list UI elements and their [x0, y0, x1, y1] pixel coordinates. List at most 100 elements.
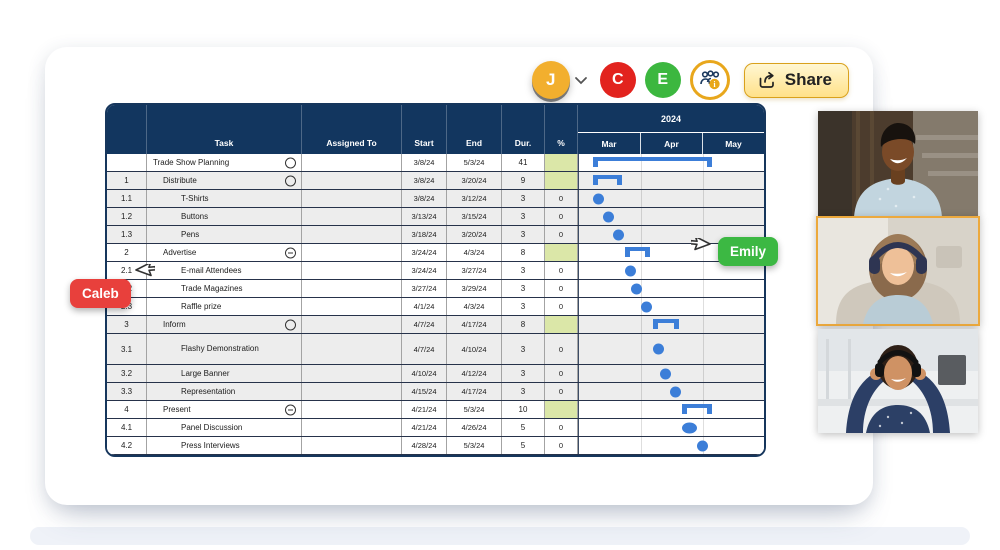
- cell-task[interactable]: E-mail Attendees: [147, 262, 302, 279]
- cell-duration[interactable]: 3: [502, 190, 545, 207]
- cell-row-number[interactable]: 3.1: [107, 334, 147, 364]
- cell-end-date[interactable]: 3/12/24: [447, 190, 502, 207]
- cell-end-date[interactable]: 4/3/24: [447, 298, 502, 315]
- collapse-toggle-icon[interactable]: [285, 157, 296, 168]
- cell-duration[interactable]: 3: [502, 334, 545, 364]
- cell-row-number[interactable]: 3.3: [107, 383, 147, 400]
- cell-start-date[interactable]: 4/28/24: [402, 437, 447, 454]
- cell-start-date[interactable]: 3/27/24: [402, 280, 447, 297]
- cell-duration[interactable]: 3: [502, 262, 545, 279]
- cell-duration[interactable]: 3: [502, 208, 545, 225]
- cell-duration[interactable]: 8: [502, 244, 545, 261]
- cell-end-date[interactable]: 3/27/24: [447, 262, 502, 279]
- cell-end-date[interactable]: 3/15/24: [447, 208, 502, 225]
- cell-duration[interactable]: 41: [502, 154, 545, 171]
- cell-start-date[interactable]: 3/8/24: [402, 190, 447, 207]
- cell-start-date[interactable]: 3/24/24: [402, 262, 447, 279]
- cell-task[interactable]: Advertise: [147, 244, 302, 261]
- cell-task[interactable]: T-Shirts: [147, 190, 302, 207]
- cell-row-number[interactable]: 3.2: [107, 365, 147, 382]
- cell-assigned-to[interactable]: [302, 401, 402, 418]
- cell-end-date[interactable]: 4/17/24: [447, 383, 502, 400]
- cell-row-number[interactable]: 3: [107, 316, 147, 333]
- cell-row-number[interactable]: 1.3: [107, 226, 147, 243]
- collaborator-avatar-c[interactable]: C: [599, 62, 636, 98]
- cell-percent[interactable]: 0: [545, 437, 578, 454]
- cell-task[interactable]: Present: [147, 401, 302, 418]
- cell-assigned-to[interactable]: [302, 172, 402, 189]
- cell-percent[interactable]: [545, 401, 578, 418]
- participant-video-3[interactable]: [818, 329, 978, 433]
- cell-assigned-to[interactable]: [302, 226, 402, 243]
- cell-start-date[interactable]: 4/21/24: [402, 401, 447, 418]
- cell-duration[interactable]: 3: [502, 365, 545, 382]
- cell-task[interactable]: Trade Show Planning: [147, 154, 302, 171]
- cell-task[interactable]: Panel Discussion: [147, 419, 302, 436]
- cell-assigned-to[interactable]: [302, 316, 402, 333]
- cell-percent[interactable]: 0: [545, 298, 578, 315]
- participant-video-1[interactable]: [818, 111, 978, 217]
- collapse-toggle-icon[interactable]: [285, 404, 296, 415]
- cell-assigned-to[interactable]: [302, 419, 402, 436]
- cell-row-number[interactable]: [107, 154, 147, 171]
- cell-assigned-to[interactable]: [302, 280, 402, 297]
- cell-duration[interactable]: 8: [502, 316, 545, 333]
- cell-duration[interactable]: 5: [502, 419, 545, 436]
- cell-percent[interactable]: 0: [545, 334, 578, 364]
- cell-end-date[interactable]: 5/3/24: [447, 437, 502, 454]
- cell-duration[interactable]: 3: [502, 298, 545, 315]
- cell-percent[interactable]: 0: [545, 226, 578, 243]
- cell-row-number[interactable]: 1.2: [107, 208, 147, 225]
- cell-task[interactable]: Inform: [147, 316, 302, 333]
- cell-assigned-to[interactable]: [302, 154, 402, 171]
- cell-task[interactable]: Distribute: [147, 172, 302, 189]
- cell-assigned-to[interactable]: [302, 190, 402, 207]
- cell-end-date[interactable]: 4/12/24: [447, 365, 502, 382]
- cell-end-date[interactable]: 4/10/24: [447, 334, 502, 364]
- cell-duration[interactable]: 3: [502, 280, 545, 297]
- cell-start-date[interactable]: 4/21/24: [402, 419, 447, 436]
- cell-percent[interactable]: [545, 316, 578, 333]
- cell-start-date[interactable]: 4/15/24: [402, 383, 447, 400]
- cell-assigned-to[interactable]: [302, 365, 402, 382]
- cell-assigned-to[interactable]: [302, 298, 402, 315]
- cell-end-date[interactable]: 5/3/24: [447, 401, 502, 418]
- cell-start-date[interactable]: 4/10/24: [402, 365, 447, 382]
- cell-end-date[interactable]: 4/26/24: [447, 419, 502, 436]
- cell-percent[interactable]: 0: [545, 419, 578, 436]
- cell-percent[interactable]: 0: [545, 262, 578, 279]
- cell-task[interactable]: Large Banner: [147, 365, 302, 382]
- cell-assigned-to[interactable]: [302, 334, 402, 364]
- collapse-toggle-icon[interactable]: [285, 247, 296, 258]
- cell-start-date[interactable]: 4/7/24: [402, 334, 447, 364]
- cell-start-date[interactable]: 4/1/24: [402, 298, 447, 315]
- cell-end-date[interactable]: 5/3/24: [447, 154, 502, 171]
- cell-percent[interactable]: 0: [545, 280, 578, 297]
- cell-start-date[interactable]: 4/7/24: [402, 316, 447, 333]
- cell-end-date[interactable]: 3/20/24: [447, 226, 502, 243]
- cell-duration[interactable]: 10: [502, 401, 545, 418]
- cell-assigned-to[interactable]: [302, 437, 402, 454]
- chevron-down-icon[interactable]: [574, 76, 588, 85]
- cell-task[interactable]: Buttons: [147, 208, 302, 225]
- collapse-toggle-icon[interactable]: [285, 319, 296, 330]
- participants-info-button[interactable]: i: [689, 60, 730, 100]
- cell-percent[interactable]: [545, 244, 578, 261]
- cell-percent[interactable]: 0: [545, 190, 578, 207]
- cell-row-number[interactable]: 4: [107, 401, 147, 418]
- cell-end-date[interactable]: 4/17/24: [447, 316, 502, 333]
- cell-start-date[interactable]: 3/18/24: [402, 226, 447, 243]
- cell-percent[interactable]: [545, 172, 578, 189]
- cell-row-number[interactable]: 2: [107, 244, 147, 261]
- cell-start-date[interactable]: 3/8/24: [402, 172, 447, 189]
- cell-task[interactable]: Flashy Demonstration: [147, 334, 302, 364]
- cell-task[interactable]: Press Interviews: [147, 437, 302, 454]
- cell-task[interactable]: Pens: [147, 226, 302, 243]
- collapse-toggle-icon[interactable]: [285, 175, 296, 186]
- cell-start-date[interactable]: 3/13/24: [402, 208, 447, 225]
- cell-assigned-to[interactable]: [302, 262, 402, 279]
- cell-percent[interactable]: 0: [545, 208, 578, 225]
- collaborator-avatar-e[interactable]: E: [644, 62, 681, 98]
- cell-row-number[interactable]: 4.1: [107, 419, 147, 436]
- cell-duration[interactable]: 5: [502, 437, 545, 454]
